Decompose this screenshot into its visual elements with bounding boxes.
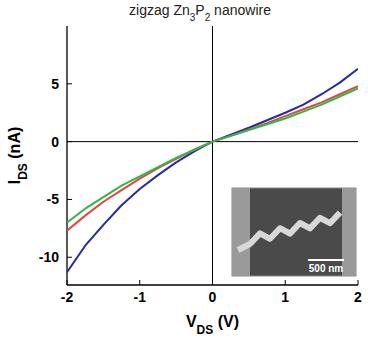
- inset-electrode: [232, 188, 250, 276]
- scale-label: 500 nm: [309, 263, 344, 274]
- title-part: nanowire: [210, 2, 271, 18]
- label-rest: (nA): [6, 127, 23, 163]
- inset-wire: [238, 213, 340, 250]
- x-tick: [212, 280, 213, 285]
- inset: 500 nm: [232, 188, 356, 276]
- title: zigzag Zn3P2 nanowire: [129, 2, 271, 23]
- y-tick-label: 0: [51, 134, 59, 150]
- y-tick-label: -5: [47, 191, 60, 207]
- x-axis-label: VDS (V): [186, 313, 239, 337]
- label-sub: DS: [16, 163, 30, 180]
- y-axis-label: IDS (nA): [6, 127, 30, 185]
- x-tick: [139, 280, 140, 285]
- x-tick-label: 2: [354, 289, 362, 305]
- y-tick: [67, 83, 72, 84]
- title-part: P: [195, 2, 204, 18]
- y-tick: [67, 199, 72, 200]
- y-axis: [66, 26, 67, 285]
- series-line: [67, 88, 358, 222]
- x-tick-label: -2: [61, 289, 74, 305]
- x-tick: [285, 280, 286, 285]
- series-line: [67, 69, 358, 273]
- inset-electrode: [342, 188, 356, 276]
- plot-area: [67, 69, 358, 273]
- inset-image: [232, 188, 356, 276]
- x-tick-label: 0: [209, 289, 217, 305]
- label-main: V: [186, 313, 197, 330]
- zero-line-x: [212, 26, 213, 285]
- y-tick-label: 5: [51, 76, 59, 92]
- y-tick: [67, 141, 72, 142]
- label-rest: (V): [213, 313, 239, 330]
- title-part: zigzag Zn: [129, 2, 190, 18]
- x-tick-label: 1: [281, 289, 289, 305]
- chart: zigzag Zn3P2 nanowire-2-1012-10-505VDS (…: [0, 0, 368, 342]
- y-tick: [67, 257, 72, 258]
- x-tick: [67, 280, 68, 285]
- x-tick-label: -1: [134, 289, 147, 305]
- y-tick-label: -10: [39, 249, 59, 265]
- series-line: [67, 86, 358, 231]
- label-sub: DS: [197, 323, 214, 337]
- scale-bar: [308, 259, 344, 261]
- x-tick: [358, 280, 359, 285]
